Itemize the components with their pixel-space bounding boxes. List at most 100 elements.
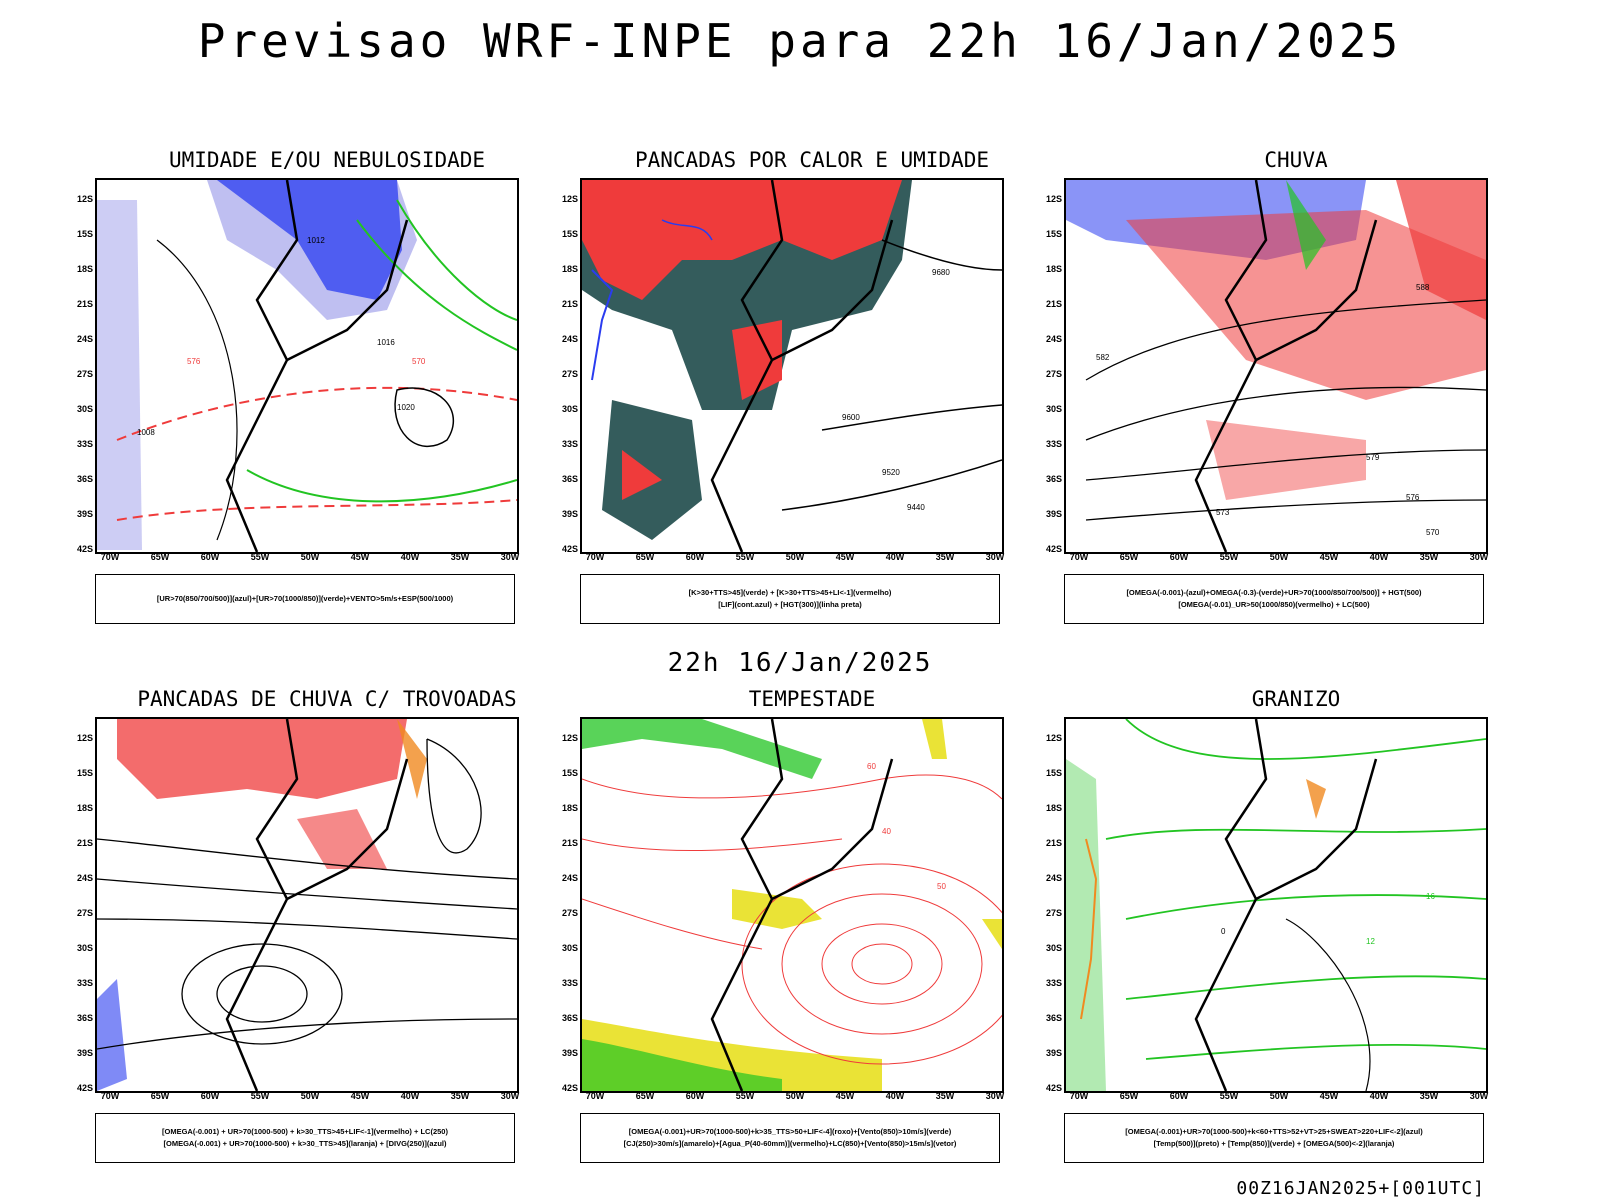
granizo-map-graphic: 16 12 0 — [1066, 719, 1486, 1091]
longitude-tick-label: 65W — [635, 1091, 655, 1101]
latitude-tick-label: 21S — [76, 299, 93, 309]
latitude-tick-label: 12S — [561, 733, 578, 743]
panel-title: PANCADAS DE CHUVA C/ TROVOADAS — [137, 687, 517, 711]
contour-label: 579 — [1366, 453, 1380, 462]
latitude-tick-label: 36S — [76, 1013, 93, 1023]
latitude-tick-label: 39S — [561, 1048, 578, 1058]
latitude-tick-label: 39S — [1045, 1048, 1062, 1058]
longitude-tick-label: 35W — [1419, 552, 1439, 562]
longitude-tick-label: 50W — [1269, 1091, 1289, 1101]
legend-line: [OMEGA(-0.001)+UR>70(1000-500)+k<60+TTS>… — [1125, 1127, 1423, 1136]
latitude-tick-label: 12S — [561, 194, 578, 204]
longitude-tick-label: 60W — [685, 1091, 705, 1101]
legend-line: [OMEGA(-0.001)+UR>70(1000-500)+k>35_TTS>… — [628, 1127, 952, 1136]
longitude-tick-label: 70W — [100, 1091, 120, 1101]
panel-tempestade: TEMPESTADE 40 50 60 [OMEGA(-0.001)+UR>70… — [552, 687, 1072, 1167]
latitude-tick-label: 30S — [561, 404, 578, 414]
latitude-tick-label: 15S — [561, 768, 578, 778]
panel-pancadas-calor: PANCADAS POR CALOR E UMIDADE 9680 9600 9… — [552, 148, 1072, 628]
legend-box: [OMEGA(-0.001)+UR>70(1000-500)+k<60+TTS>… — [1064, 1113, 1484, 1163]
chuva-map-graphic: 582 588 579 576 573 570 — [1066, 180, 1486, 552]
latitude-tick-label: 24S — [76, 873, 93, 883]
longitude-tick-label: 35W — [1419, 1091, 1439, 1101]
contour-label: 576 — [1406, 493, 1420, 502]
longitude-tick-label: 40W — [1369, 552, 1389, 562]
contour-label: 0 — [1221, 927, 1226, 936]
latitude-tick-label: 30S — [76, 943, 93, 953]
longitude-tick-label: 55W — [735, 552, 755, 562]
forecast-time-label: 22h 16/Jan/2025 — [667, 648, 933, 678]
latitude-tick-label: 30S — [1045, 404, 1062, 414]
longitude-tick-label: 55W — [1219, 1091, 1239, 1101]
latitude-tick-label: 15S — [76, 229, 93, 239]
legend-box: [OMEGA(-0.001)-(azul)+OMEGA(-0.3)-(verde… — [1064, 574, 1484, 624]
longitude-tick-label: 55W — [250, 1091, 270, 1101]
umidade-map-graphic: 1012 1016 1020 1008 576 570 — [97, 180, 517, 552]
contour-label: 12 — [1366, 937, 1375, 946]
latitude-tick-label: 42S — [76, 1083, 93, 1093]
latitude-tick-label: 24S — [76, 334, 93, 344]
latitude-tick-label: 27S — [76, 369, 93, 379]
longitude-tick-label: 60W — [1169, 552, 1189, 562]
latitude-tick-label: 42S — [1045, 1083, 1062, 1093]
latitude-tick-label: 21S — [1045, 838, 1062, 848]
latitude-tick-label: 42S — [561, 544, 578, 554]
contour-label: 1012 — [307, 236, 325, 245]
latitude-tick-label: 33S — [76, 978, 93, 988]
main-title: Previsao WRF-INPE para 22h 16/Jan/2025 — [197, 14, 1403, 68]
longitude-tick-label: 65W — [150, 1091, 170, 1101]
contour-label: 1016 — [377, 338, 395, 347]
contour-label: 576 — [187, 357, 201, 366]
longitude-tick-label: 40W — [400, 552, 420, 562]
longitude-tick-label: 50W — [785, 552, 805, 562]
latitude-tick-label: 15S — [1045, 768, 1062, 778]
longitude-tick-label: 35W — [450, 552, 470, 562]
latitude-tick-label: 12S — [1045, 733, 1062, 743]
panel-chuva: CHUVA 582 588 579 576 573 570 [OMEGA(-0.… — [1036, 148, 1556, 628]
latitude-tick-label: 33S — [76, 439, 93, 449]
map-area: 16 12 0 — [1064, 717, 1488, 1093]
map-area: 1012 1016 1020 1008 576 570 — [95, 178, 519, 554]
longitude-tick-label: 35W — [935, 552, 955, 562]
longitude-tick-label: 55W — [250, 552, 270, 562]
pancadas-calor-map-graphic: 9680 9600 9520 9440 — [582, 180, 1002, 552]
legend-line: [CJ(250)>30m/s](amarelo)+[Agua_P(40-60mm… — [623, 1139, 957, 1148]
latitude-tick-label: 27S — [1045, 908, 1062, 918]
latitude-tick-label: 33S — [561, 439, 578, 449]
legend-box: [UR>70(850/700/500)](azul)+[UR>70(1000/8… — [95, 574, 515, 624]
longitude-tick-label: 45W — [1319, 1091, 1339, 1101]
legend-line: [OMEGA(-0.001)-(azul)+OMEGA(-0.3)-(verde… — [1126, 588, 1422, 597]
legend-box: [OMEGA(-0.001) + UR>70(1000-500) + k>30_… — [95, 1113, 515, 1163]
legend-line: [OMEGA(-0.001) + UR>70(1000-500) + k>30_… — [163, 1139, 447, 1148]
panel-title: TEMPESTADE — [748, 687, 876, 711]
longitude-tick-label: 65W — [1119, 552, 1139, 562]
latitude-tick-label: 33S — [1045, 978, 1062, 988]
latitude-tick-label: 42S — [1045, 544, 1062, 554]
contour-label: 570 — [1426, 528, 1440, 537]
contour-label: 1020 — [397, 403, 415, 412]
longitude-tick-label: 30W — [500, 552, 520, 562]
contour-label: 9680 — [932, 268, 950, 277]
longitude-tick-label: 60W — [200, 552, 220, 562]
longitude-tick-label: 35W — [450, 1091, 470, 1101]
contour-label: 9520 — [882, 468, 900, 477]
longitude-tick-label: 70W — [1069, 552, 1089, 562]
longitude-tick-label: 50W — [1269, 552, 1289, 562]
longitude-tick-label: 65W — [1119, 1091, 1139, 1101]
contour-label: 16 — [1426, 892, 1435, 901]
legend-line: [OMEGA(-0.001) + UR>70(1000-500) + k>30_… — [162, 1127, 448, 1136]
latitude-tick-label: 39S — [561, 509, 578, 519]
latitude-tick-label: 21S — [561, 299, 578, 309]
contour-label: 9600 — [842, 413, 860, 422]
latitude-tick-label: 27S — [561, 908, 578, 918]
tempestade-map-graphic: 40 50 60 — [582, 719, 1002, 1091]
contour-label: 573 — [1216, 508, 1230, 517]
contour-label: 40 — [882, 827, 891, 836]
latitude-tick-label: 24S — [1045, 334, 1062, 344]
contour-label: 570 — [412, 357, 426, 366]
longitude-tick-label: 40W — [885, 552, 905, 562]
longitude-tick-label: 65W — [150, 552, 170, 562]
latitude-tick-label: 24S — [561, 334, 578, 344]
latitude-tick-label: 18S — [1045, 803, 1062, 813]
latitude-tick-label: 18S — [76, 803, 93, 813]
